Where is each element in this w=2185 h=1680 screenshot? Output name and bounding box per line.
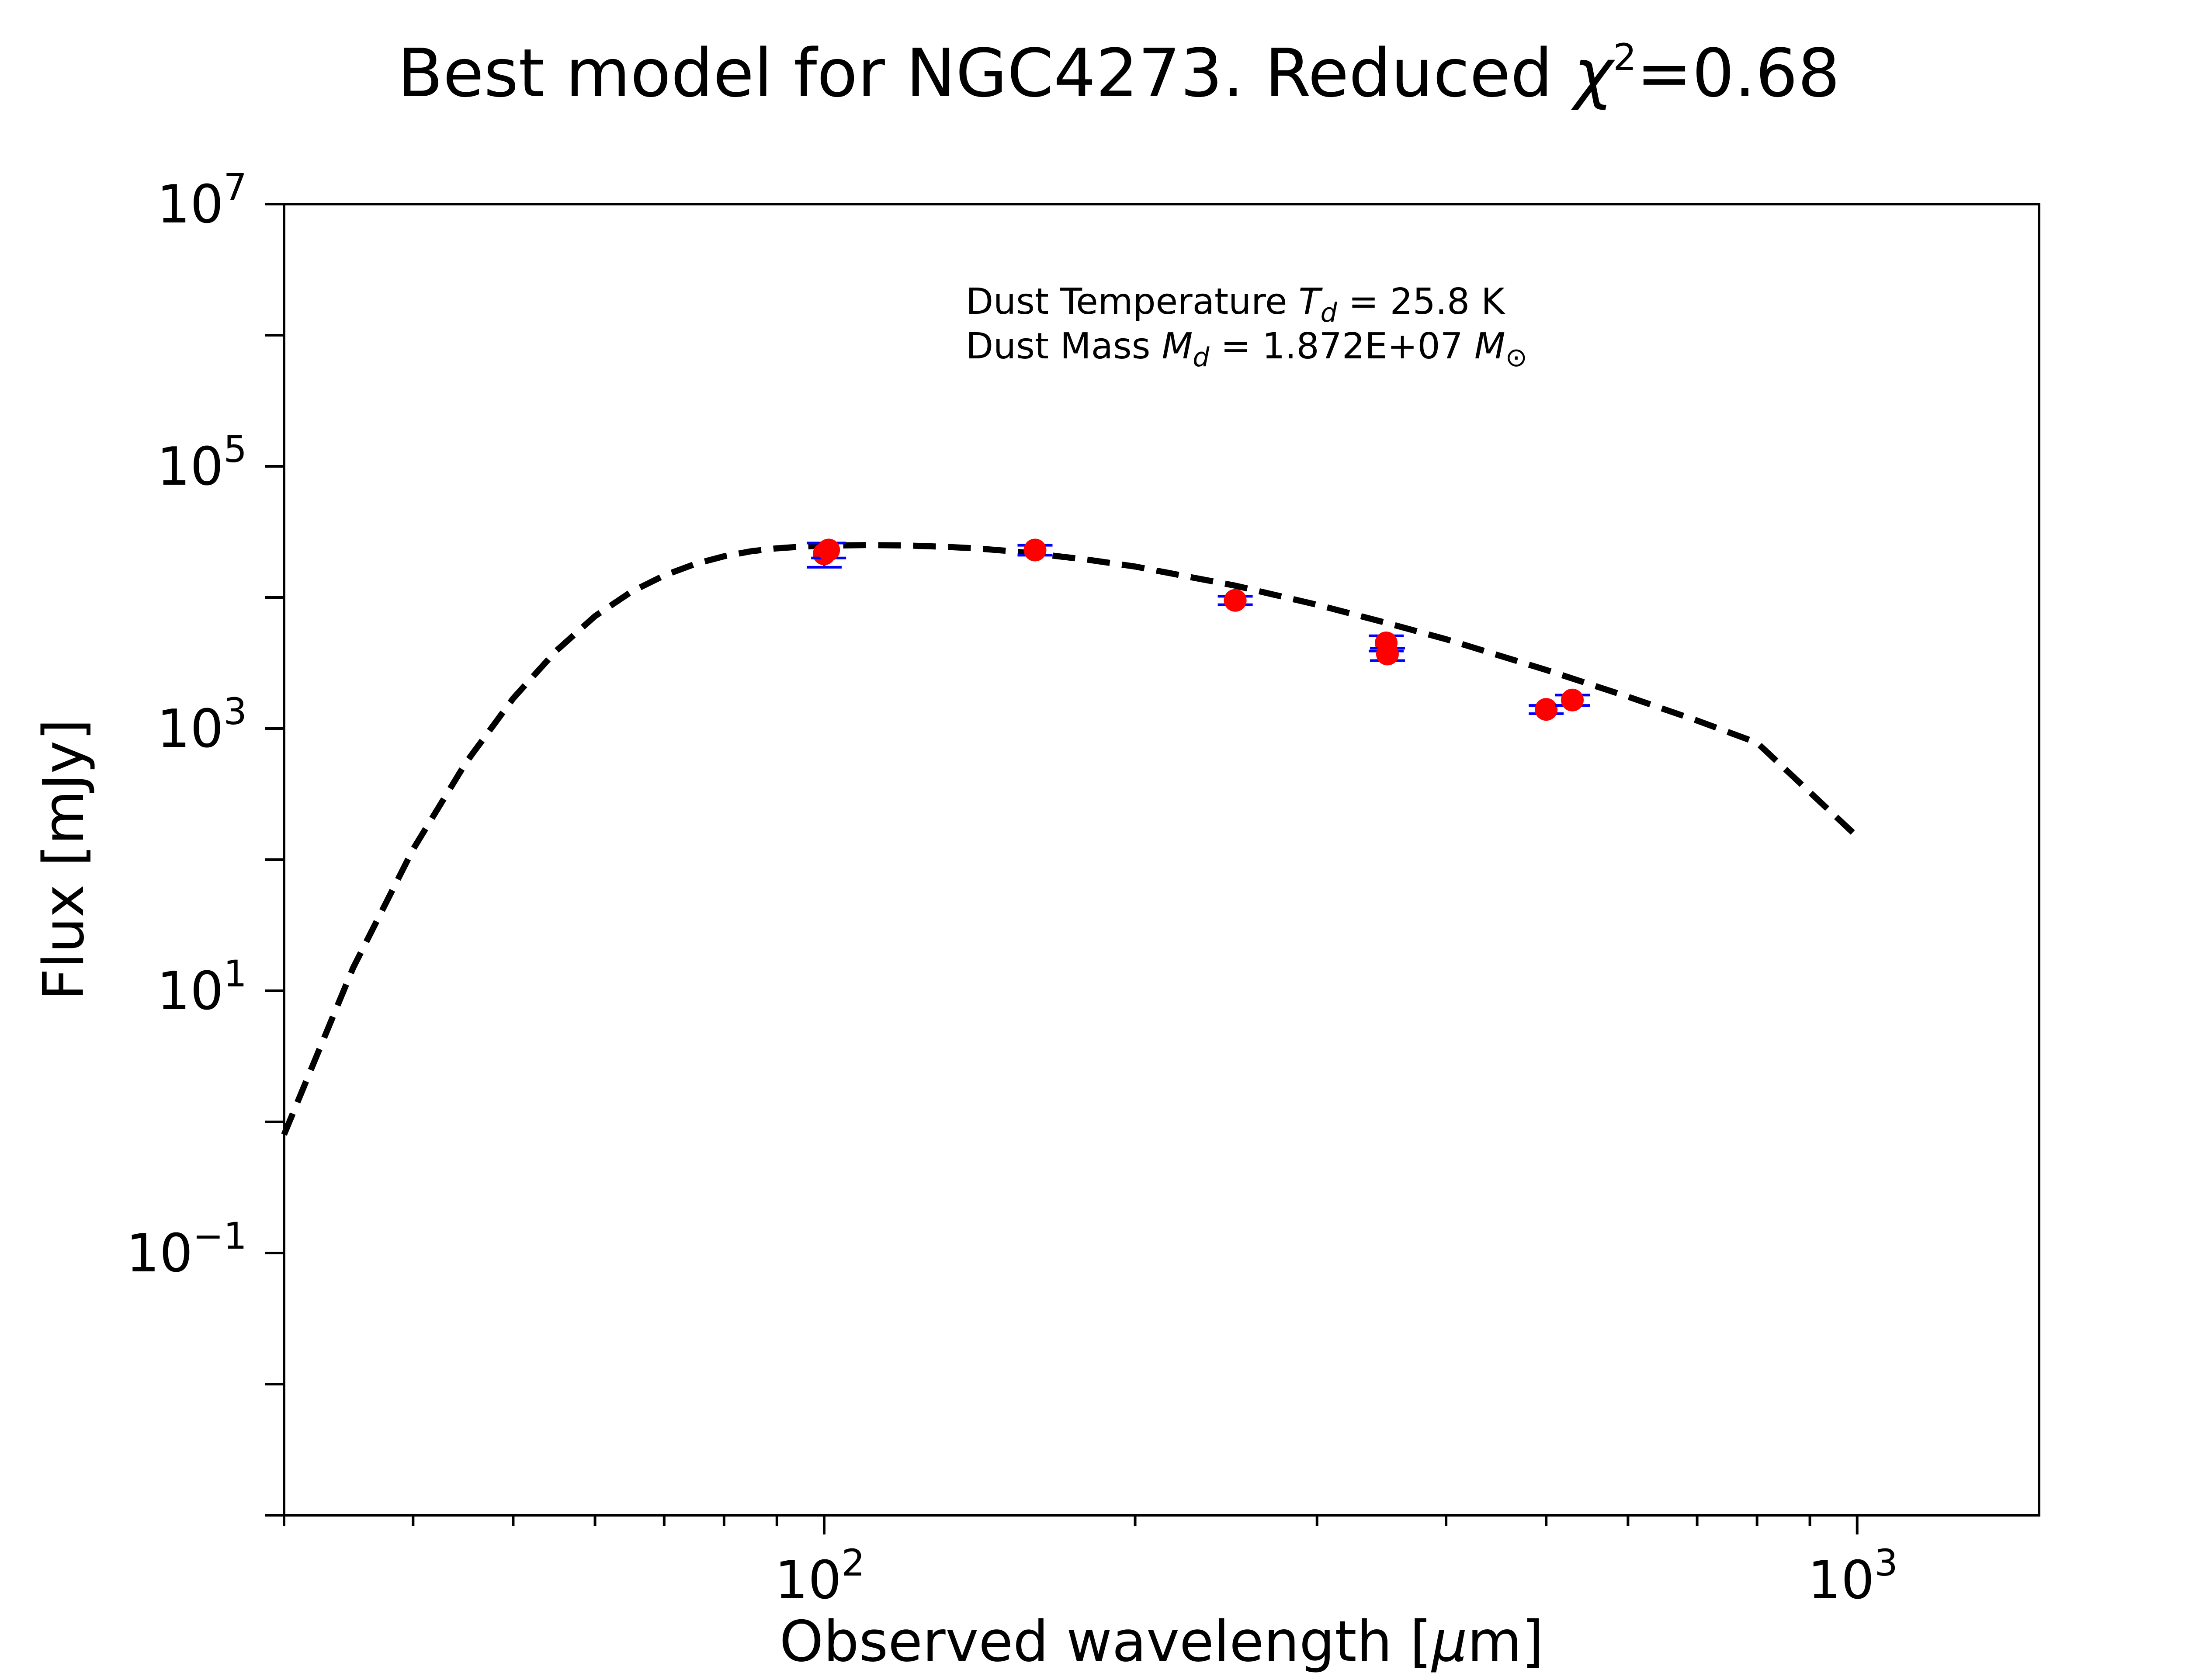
- x-tick-exp: 3: [1874, 1541, 1897, 1584]
- y-tick-exp: 7: [224, 166, 247, 208]
- data-point: [817, 538, 840, 562]
- y-tick-base: 10: [157, 174, 224, 235]
- data-point: [1224, 589, 1247, 612]
- y-tick-base: 10: [157, 437, 224, 497]
- y-tick-base: 10: [157, 961, 224, 1022]
- data-point: [1561, 688, 1584, 712]
- chart-title-chi: χ: [1571, 35, 1615, 112]
- y-tick-label: 103: [157, 690, 247, 760]
- model-curve: [281, 542, 1859, 1136]
- x-tick-label: 103: [1808, 1541, 1898, 1611]
- x-tick-base: 10: [775, 1550, 842, 1611]
- x-axis-label-mu: μ: [1431, 1609, 1467, 1674]
- plot-frame: [283, 203, 2040, 1517]
- x-tick-exp: 2: [842, 1541, 865, 1584]
- chart-title-suffix: =0.68: [1637, 35, 1840, 112]
- mass-subscript-2: ⊙: [1505, 342, 1527, 373]
- mass-prefix: Dust Mass: [966, 326, 1162, 367]
- y-tick-exp: 1: [224, 952, 247, 995]
- data-point: [1376, 642, 1399, 666]
- y-tick-label: 101: [157, 952, 247, 1022]
- model-layer: [281, 542, 1859, 1136]
- points-layer: [806, 538, 1590, 721]
- x-axis-label-unit: m]: [1467, 1609, 1544, 1674]
- mass-symbol-2: M: [1474, 326, 1505, 367]
- y-tick-label: 10−1: [126, 1215, 247, 1284]
- temp-prefix: Dust Temperature: [966, 281, 1299, 323]
- y-tick-base: 10: [126, 1223, 193, 1284]
- dust-mass-annotation: Dust Mass Md = 1.872E+07 M⊙: [966, 326, 1527, 373]
- chart-title-chi-exp: 2: [1613, 36, 1636, 79]
- y-tick-exp: 3: [224, 690, 247, 733]
- mass-subscript: d: [1193, 342, 1210, 373]
- dust-temperature-annotation: Dust Temperature Td = 25.8 K: [966, 281, 1505, 328]
- mass-mid: = 1.872E+07: [1209, 326, 1474, 367]
- chart-title-prefix: Best model for NGC4273. Reduced: [397, 35, 1574, 112]
- x-tick-label: 102: [775, 1541, 865, 1611]
- y-axis-label: Flux [mJy]: [31, 719, 97, 1001]
- temp-suffix: = 25.8 K: [1337, 281, 1505, 323]
- y-tick-exp: −1: [193, 1215, 247, 1257]
- temp-symbol: T: [1299, 281, 1323, 323]
- x-axis-label: Observed wavelength [μm]: [780, 1609, 1544, 1674]
- y-tick-label: 107: [157, 166, 247, 235]
- mass-symbol: M: [1162, 326, 1193, 367]
- chart-title: Best model for NGC4273. Reduced χ2=0.68: [397, 35, 1840, 112]
- data-point: [1023, 538, 1047, 562]
- temp-subscript: d: [1321, 298, 1338, 328]
- y-tick-label: 105: [157, 428, 247, 497]
- x-tick-base: 10: [1808, 1550, 1875, 1611]
- data-point: [1535, 698, 1558, 721]
- x-axis-label-text: Observed wavelength [: [780, 1609, 1432, 1674]
- y-tick-exp: 5: [224, 428, 247, 471]
- y-tick-base: 10: [157, 699, 224, 760]
